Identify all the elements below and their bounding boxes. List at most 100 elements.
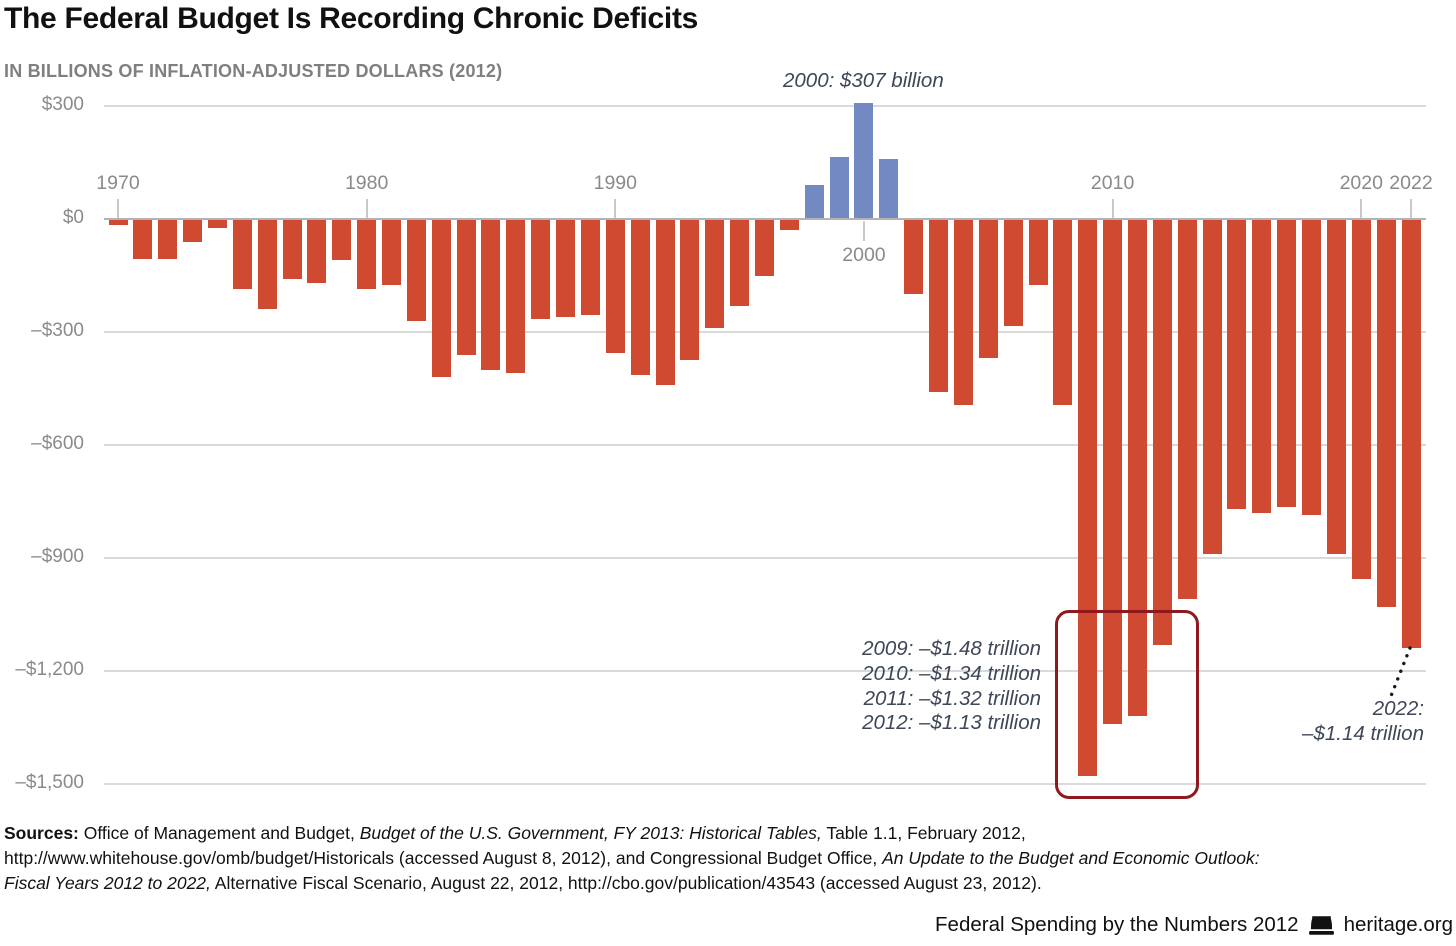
bar-2006 <box>1003 219 1023 327</box>
bar-2013 <box>1177 219 1197 600</box>
bar-1978 <box>307 219 327 284</box>
bar-1996 <box>755 219 774 276</box>
annotation-record-deficit-line: 2011: –$1.32 trillion <box>863 686 1041 710</box>
bar-1981 <box>382 219 402 285</box>
bar-2020 <box>1351 219 1371 579</box>
y-axis-tick-label: –$1,500 <box>15 772 84 793</box>
bar-2012 <box>1152 219 1172 645</box>
sources-note: Sources: Office of Management and Budget… <box>4 821 1454 896</box>
record-deficit-highlight-box <box>1055 610 1199 799</box>
x-axis-tick <box>1410 199 1412 219</box>
y-axis-tick-label: –$1,200 <box>15 659 84 680</box>
bar-2017 <box>1277 219 1297 508</box>
x-axis-tick <box>1111 199 1114 219</box>
bar-2015 <box>1227 219 1247 510</box>
y-axis-tick-label: $0 <box>62 207 84 228</box>
plot-area: 1970 1980 1990 2000 2010 2020 2022 <box>96 103 1433 790</box>
dotted-connector-line <box>1389 646 1412 698</box>
y-axis-labels: $300 $0 –$300 –$600 –$900 –$1,200 –$1,500 <box>0 0 84 946</box>
bar-2011 <box>1127 219 1147 717</box>
annotation-record-deficit-line: 2012: –$1.13 trillion <box>862 711 1041 735</box>
bar-2009 <box>1078 219 1098 777</box>
footer: Federal Spending by the Numbers 2012 her… <box>935 913 1453 937</box>
gridline <box>104 105 1426 107</box>
x-axis-tick-label: 2000 <box>842 244 886 266</box>
bar-2007 <box>1028 219 1048 285</box>
bar-2008 <box>1053 219 1073 406</box>
footer-publication: Federal Spending by the Numbers 2012 <box>935 913 1299 936</box>
bar-1992 <box>655 219 675 385</box>
bar-1971 <box>133 219 153 259</box>
bar-1993 <box>680 219 700 361</box>
bar-2018 <box>1302 219 1322 515</box>
x-axis-tick-label: 2020 <box>1339 172 1383 194</box>
gridline <box>104 557 1426 559</box>
zero-axis-line <box>104 218 1426 220</box>
sources-line: Fiscal Years 2012 to 2022, Alternative F… <box>4 873 1042 893</box>
annotation-record-deficits: 2009: –$1.48 trillion 2010: –$1.34 trilli… <box>862 637 1041 736</box>
gridline <box>104 670 1426 672</box>
page-title: The Federal Budget Is Recording Chronic … <box>4 2 699 35</box>
bar-1994 <box>705 219 725 329</box>
bar-1986 <box>506 219 526 374</box>
gridline <box>104 331 1426 333</box>
x-axis-tick <box>1360 199 1363 219</box>
sources-line: Sources: Office of Management and Budget… <box>4 823 1026 843</box>
annotation-2022-year: 2022: <box>1372 697 1424 720</box>
bar-1999 <box>829 156 849 219</box>
bar-2000 <box>854 103 874 219</box>
bar-1973 <box>183 219 203 242</box>
bar-1974 <box>207 219 227 229</box>
x-axis-tick <box>614 199 617 219</box>
bar-1983 <box>431 219 451 378</box>
bar-1990 <box>605 219 625 353</box>
y-axis-tick-label: –$600 <box>31 433 84 454</box>
x-axis-tick <box>862 221 865 241</box>
x-axis-tick-label: 1970 <box>96 172 140 194</box>
x-axis-tick-label: 1980 <box>344 172 389 194</box>
bar-2001 <box>879 158 899 219</box>
annotation-2022: 2022: –$1.14 trillion <box>1302 697 1424 747</box>
x-axis-tick <box>365 199 368 219</box>
annotation-record-deficit-line: 2010: –$1.34 trillion <box>862 661 1041 685</box>
bar-1985 <box>481 219 501 370</box>
x-axis-tick-label: 2022 <box>1389 172 1433 194</box>
bar-2019 <box>1326 219 1346 555</box>
bar-2014 <box>1202 219 1222 555</box>
bar-1976 <box>257 219 277 310</box>
annotation-2022-value: –$1.14 trillion <box>1302 721 1424 745</box>
y-axis-tick-label: $300 <box>41 94 84 115</box>
bar-1970 <box>108 219 128 225</box>
bar-1989 <box>580 219 600 316</box>
y-axis-tick-label: –$300 <box>31 320 84 341</box>
bar-1984 <box>456 219 476 355</box>
annotation-record-deficit-line: 2009: –$1.48 trillion <box>862 637 1041 660</box>
bar-1995 <box>730 219 750 306</box>
bar-1988 <box>556 219 576 317</box>
heritage-bell-icon <box>1308 915 1334 935</box>
bar-2010 <box>1103 219 1123 724</box>
bar-1982 <box>406 219 426 321</box>
bar-1977 <box>282 219 302 280</box>
gridline <box>104 444 1426 446</box>
bar-1998 <box>804 185 824 219</box>
annotation-2000-surplus: 2000: $307 billion <box>783 69 944 92</box>
bar-1997 <box>779 219 799 231</box>
bar-2002 <box>904 219 924 295</box>
gridline <box>104 783 1426 785</box>
bar-1980 <box>357 219 377 289</box>
bar-1975 <box>232 219 252 289</box>
bar-1972 <box>158 219 178 259</box>
x-axis-tick-label: 2010 <box>1090 172 1135 194</box>
sources-line: http://www.whitehouse.gov/omb/budget/His… <box>4 848 1260 868</box>
bar-1991 <box>630 219 650 376</box>
chart-subtitle: IN BILLIONS OF INFLATION-ADJUSTED DOLLAR… <box>4 61 503 81</box>
bar-1979 <box>332 219 352 261</box>
bar-2003 <box>929 219 949 393</box>
y-axis-tick-label: –$900 <box>31 546 84 567</box>
bar-2004 <box>953 219 973 406</box>
bar-2021 <box>1376 219 1396 607</box>
bar-2022 <box>1401 219 1421 649</box>
bar-1987 <box>531 219 551 319</box>
